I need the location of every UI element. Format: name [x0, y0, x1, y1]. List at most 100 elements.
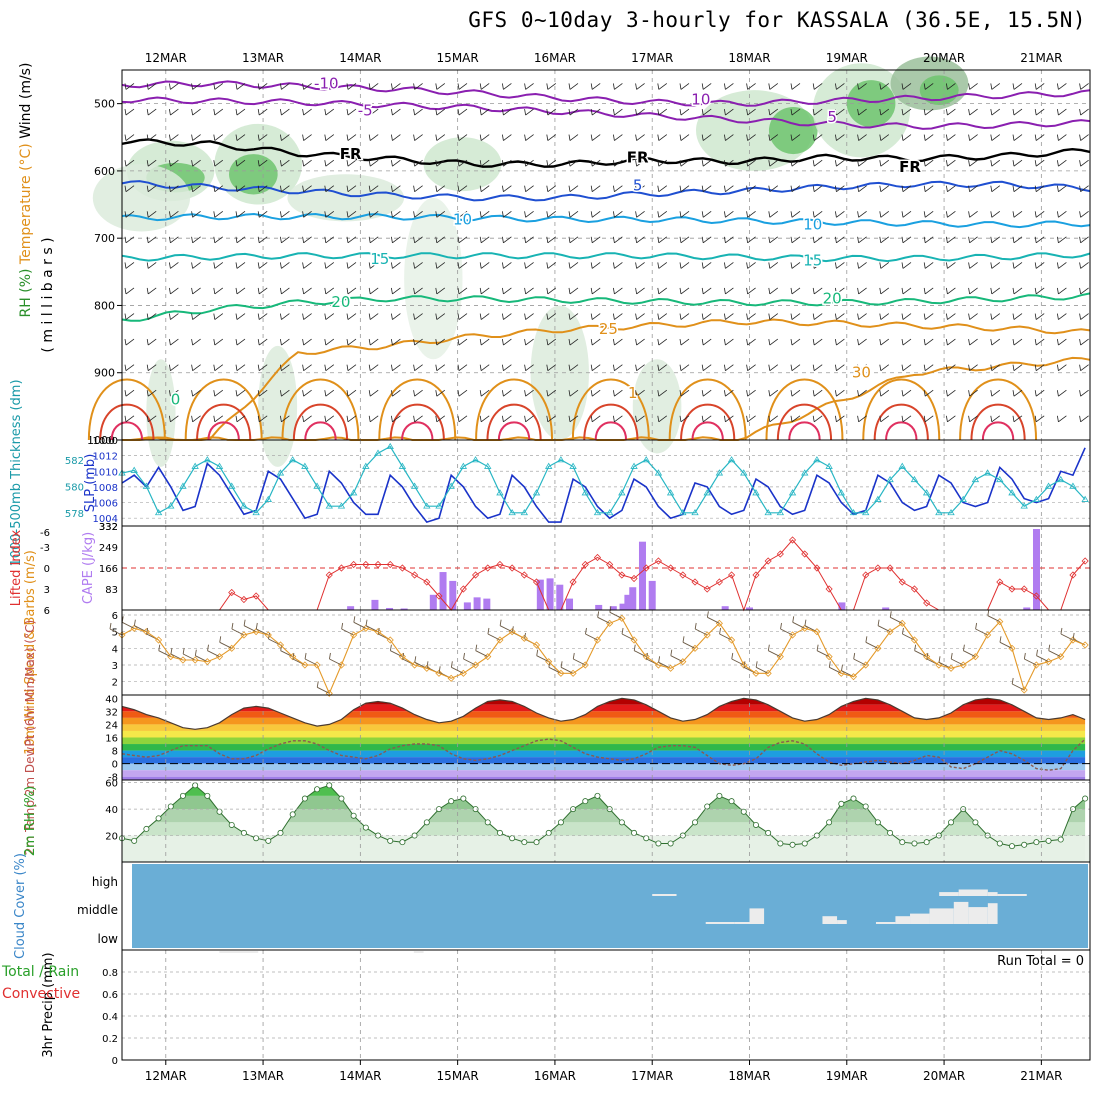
barb-flag	[146, 83, 149, 90]
wind-barb	[679, 364, 690, 371]
rh-band	[122, 809, 1086, 823]
cloud-high-block	[958, 889, 988, 896]
wind-speed-line	[121, 617, 1086, 695]
barb-shaft	[436, 236, 446, 244]
wind-barb	[1034, 287, 1045, 295]
barb-flag	[146, 108, 149, 116]
barb-shaft	[747, 108, 756, 116]
wind-barb	[590, 185, 601, 193]
barb-shaft	[392, 108, 401, 116]
wind-barb	[568, 313, 579, 320]
wind-barb	[257, 236, 268, 244]
wind-barb	[546, 159, 557, 167]
barb-shaft	[325, 338, 335, 346]
wind-barb	[124, 313, 135, 320]
barb-shaft	[858, 83, 867, 90]
barb-shaft	[436, 313, 446, 320]
contour-label: -5	[358, 101, 373, 119]
wind-barb	[746, 338, 756, 346]
barb-shaft	[614, 389, 623, 397]
barb-shaft	[1058, 262, 1067, 269]
wind-barb	[391, 134, 401, 141]
barb-flag	[1034, 364, 1037, 371]
wind-barb	[413, 313, 423, 320]
wind-barb	[768, 108, 779, 116]
barb-flag	[679, 415, 682, 422]
barb-flag	[946, 236, 948, 243]
barb-shaft	[392, 262, 401, 269]
barb-flag	[613, 313, 615, 320]
wind-barb	[413, 389, 423, 397]
wind-barb	[499, 625, 513, 633]
wind-barb-flag	[682, 636, 685, 643]
wind-barb	[635, 108, 645, 116]
cape-bar	[463, 602, 471, 610]
barb-shaft	[414, 262, 423, 269]
barb-flag	[857, 313, 859, 320]
barb-flag	[169, 415, 171, 422]
barb-flag	[857, 415, 859, 422]
x-date-label-bottom: 19MAR	[826, 1069, 868, 1083]
contour-label: 20	[331, 293, 350, 311]
wind-point	[520, 634, 528, 642]
barb-flag	[479, 390, 482, 397]
barb-flag	[613, 262, 615, 269]
barb-flag	[1079, 185, 1081, 192]
barb-flag	[812, 211, 815, 218]
barb-flag	[502, 364, 504, 371]
wind-barb	[280, 134, 290, 141]
barb-flag	[1034, 160, 1037, 167]
barb-flag	[968, 287, 970, 295]
barb-flag	[968, 185, 970, 192]
rh-shading	[287, 174, 405, 222]
wind-barb	[679, 287, 690, 295]
wind-barb	[280, 364, 290, 371]
barb-shaft	[702, 108, 712, 116]
barb-flag	[968, 390, 970, 397]
wind-barb	[368, 338, 379, 346]
barb-flag	[146, 185, 149, 192]
dewpoint-line	[121, 738, 1086, 771]
barb-shaft	[303, 389, 312, 397]
barb-flag	[346, 262, 349, 269]
barb-shaft	[924, 287, 934, 295]
barb-shaft	[147, 262, 157, 269]
barb-shaft	[747, 287, 756, 295]
thickness-point	[813, 456, 821, 463]
wind-barb	[812, 364, 823, 371]
barb-flag	[701, 160, 704, 167]
barb-flag	[124, 134, 127, 141]
wind-barb	[1034, 389, 1045, 397]
rh-point	[752, 821, 759, 828]
wind-barb	[590, 313, 601, 320]
wind-barb	[235, 364, 246, 371]
barb-shaft	[1035, 313, 1045, 320]
barb-shaft	[769, 108, 779, 116]
wind-barb	[835, 185, 845, 193]
barb-flag	[657, 287, 660, 295]
thickness-point	[349, 489, 358, 496]
wind-barb	[1057, 287, 1067, 295]
cape-bar	[629, 587, 637, 610]
barb-flag	[1079, 83, 1081, 90]
wind-barb	[207, 650, 220, 658]
cape-bar	[1032, 529, 1040, 610]
barb-flag	[169, 287, 171, 295]
barb-flag	[1012, 211, 1015, 218]
rh-point	[240, 829, 247, 836]
wind-barb	[121, 621, 135, 629]
barb-flag	[768, 364, 771, 371]
barb-shaft	[192, 262, 201, 269]
barb-shaft	[1080, 236, 1089, 244]
barb-flag	[746, 160, 748, 167]
barb-flag	[946, 160, 948, 167]
barb-flag	[901, 364, 904, 371]
barb-shaft	[880, 262, 890, 269]
barb-shaft	[991, 415, 1001, 423]
barb-shaft	[147, 338, 157, 346]
barb-flag	[435, 108, 438, 116]
barb-flag	[746, 83, 748, 90]
wind-barb	[879, 415, 890, 423]
li-point	[801, 550, 809, 558]
wind-barb	[890, 616, 903, 624]
